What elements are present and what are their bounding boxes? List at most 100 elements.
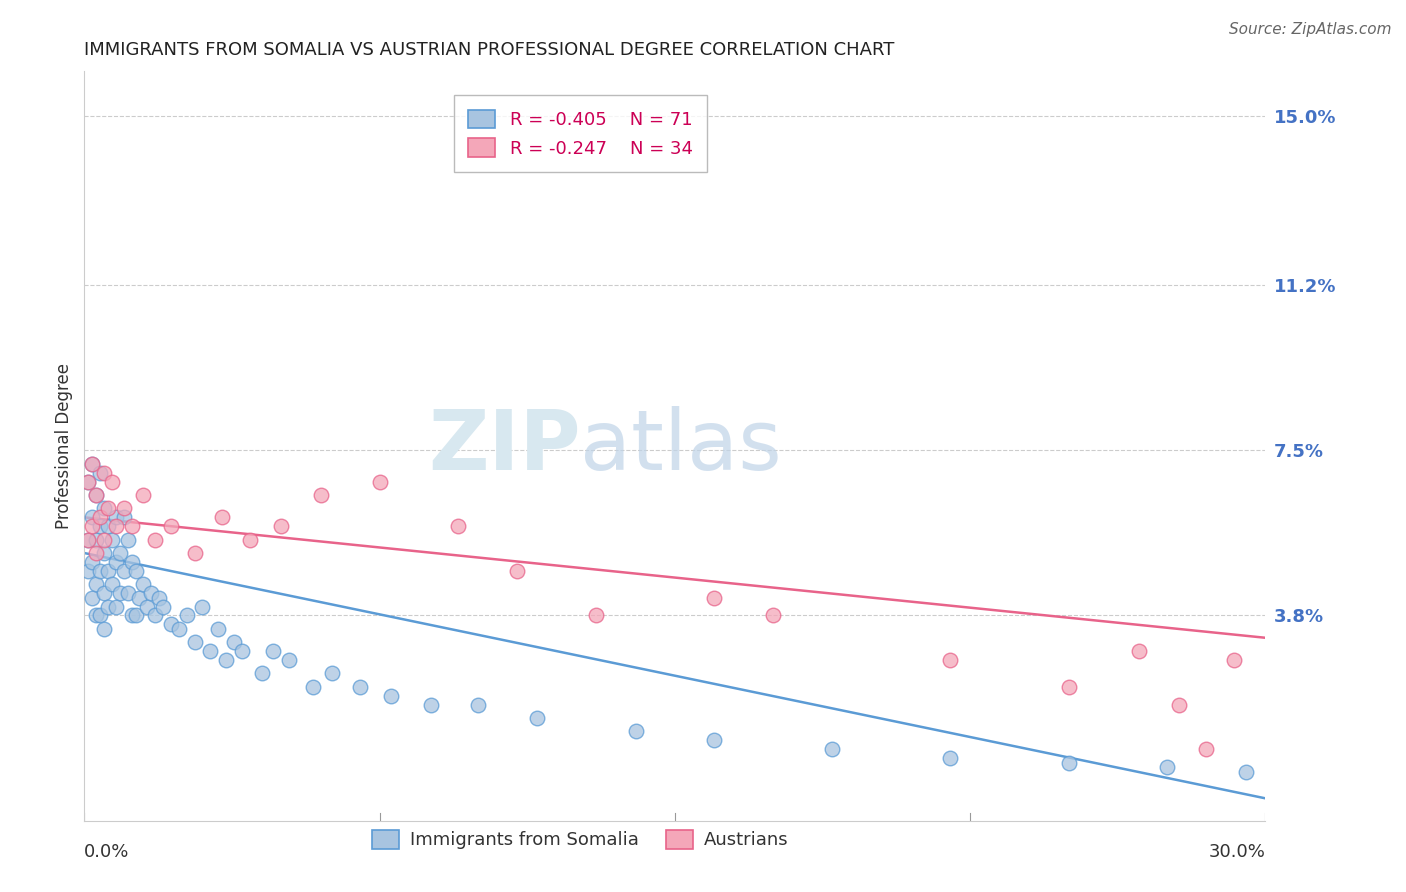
Point <box>167 622 190 636</box>
Point <box>93 586 115 600</box>
Point <box>89 510 111 524</box>
Point <box>89 466 111 480</box>
Point <box>1057 680 1080 694</box>
Point <box>1223 653 1246 667</box>
Point <box>93 533 115 547</box>
Point <box>143 533 166 547</box>
Point <box>77 475 100 489</box>
Point <box>1195 742 1218 756</box>
Point <box>143 608 166 623</box>
Point <box>368 475 391 489</box>
Point <box>160 519 183 533</box>
Point <box>301 680 323 694</box>
Point <box>152 599 174 614</box>
Point <box>82 519 104 533</box>
Point <box>239 533 262 547</box>
Point <box>141 586 163 600</box>
Point <box>124 564 146 578</box>
Point <box>121 519 143 533</box>
Point <box>207 622 229 636</box>
Point <box>93 546 115 560</box>
Point <box>506 564 529 578</box>
Point <box>82 510 104 524</box>
Point <box>89 519 111 533</box>
Point <box>200 644 222 658</box>
Point <box>77 475 100 489</box>
Point <box>97 599 120 614</box>
Point <box>183 546 205 560</box>
Point <box>231 644 253 658</box>
Point <box>132 577 155 591</box>
Point <box>82 457 104 471</box>
Point <box>762 608 785 623</box>
Point <box>136 599 159 614</box>
Point <box>380 689 402 703</box>
Point <box>250 666 273 681</box>
Point <box>124 608 146 623</box>
Point <box>191 599 214 614</box>
Point <box>117 533 139 547</box>
Point <box>93 622 115 636</box>
Point <box>160 617 183 632</box>
Point <box>309 488 332 502</box>
Point <box>97 501 120 516</box>
Point <box>104 599 127 614</box>
Point <box>82 591 104 605</box>
Point <box>84 577 107 591</box>
Text: IMMIGRANTS FROM SOMALIA VS AUSTRIAN PROFESSIONAL DEGREE CORRELATION CHART: IMMIGRANTS FROM SOMALIA VS AUSTRIAN PROF… <box>84 41 894 59</box>
Point <box>321 666 343 681</box>
Point <box>585 608 607 623</box>
Point <box>278 653 301 667</box>
Point <box>112 564 135 578</box>
Point <box>121 555 143 569</box>
Point <box>108 546 131 560</box>
Point <box>703 733 725 747</box>
Point <box>939 653 962 667</box>
Point <box>112 501 135 516</box>
Point <box>93 501 115 516</box>
Point <box>211 510 233 524</box>
Point <box>112 510 135 524</box>
Point <box>1234 764 1257 779</box>
Point <box>84 608 107 623</box>
Point <box>222 635 245 649</box>
Point <box>101 475 124 489</box>
Point <box>349 680 371 694</box>
Point <box>121 608 143 623</box>
Point <box>262 644 284 658</box>
Point <box>101 577 124 591</box>
Point <box>1167 698 1189 712</box>
Point <box>467 698 489 712</box>
Point <box>215 653 238 667</box>
Point <box>84 488 107 502</box>
Point <box>939 751 962 765</box>
Point <box>82 457 104 471</box>
Point <box>703 591 725 605</box>
Point <box>89 608 111 623</box>
Point <box>104 519 127 533</box>
Point <box>1128 644 1150 658</box>
Point <box>1057 756 1080 770</box>
Point <box>526 711 548 725</box>
Point <box>117 586 139 600</box>
Text: atlas: atlas <box>581 406 782 486</box>
Text: ZIP: ZIP <box>427 406 581 486</box>
Point <box>108 586 131 600</box>
Point <box>104 555 127 569</box>
Point <box>419 698 441 712</box>
Point <box>82 555 104 569</box>
Text: 30.0%: 30.0% <box>1209 843 1265 861</box>
Point <box>84 533 107 547</box>
Point <box>77 533 100 547</box>
Legend: Immigrants from Somalia, Austrians: Immigrants from Somalia, Austrians <box>366 822 796 856</box>
Point <box>624 724 647 739</box>
Point <box>97 519 120 533</box>
Point <box>176 608 198 623</box>
Point <box>132 488 155 502</box>
Point <box>93 466 115 480</box>
Point <box>77 564 100 578</box>
Point <box>821 742 844 756</box>
Point <box>270 519 292 533</box>
Point <box>128 591 150 605</box>
Text: Source: ZipAtlas.com: Source: ZipAtlas.com <box>1229 22 1392 37</box>
